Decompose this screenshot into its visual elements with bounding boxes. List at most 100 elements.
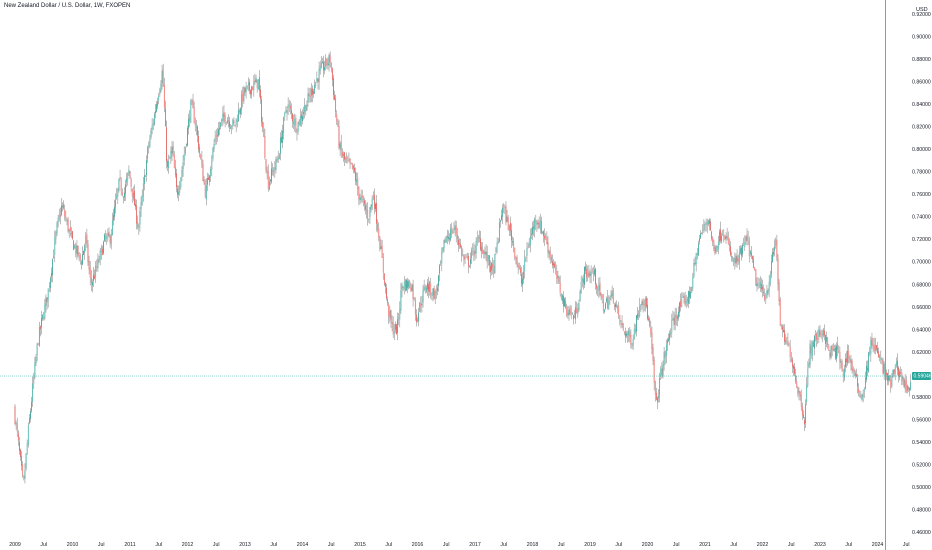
candle-body [874, 345, 876, 351]
candle-body [853, 370, 855, 372]
candle-body [80, 261, 82, 265]
candle-body [887, 373, 888, 381]
candle-body [450, 228, 452, 241]
candle-body [325, 57, 327, 67]
candle-body [696, 253, 698, 256]
candle-body [99, 250, 101, 260]
candle-body [480, 238, 481, 250]
candle-body [537, 221, 539, 225]
candle-body [770, 261, 772, 275]
x-tick-label: 2009 [9, 542, 21, 548]
candle-body [583, 278, 584, 283]
candle-body [364, 200, 365, 205]
candle-body [74, 245, 76, 249]
candle-body [304, 105, 306, 113]
candle-body [293, 121, 295, 124]
candle-body [738, 251, 740, 264]
x-tick-label: Jul [155, 542, 162, 548]
candle-body [810, 345, 812, 354]
candle-body [868, 352, 870, 373]
candle-body [661, 368, 663, 376]
candle-body [848, 350, 850, 359]
candle-body [557, 275, 559, 279]
candle-body [835, 347, 836, 359]
x-tick-label: Jul [443, 542, 450, 548]
candle-body [127, 172, 129, 180]
candle-body [403, 281, 405, 289]
candle-body [616, 304, 617, 306]
candle-body [313, 91, 314, 94]
candle-body [52, 259, 53, 276]
candle-body [40, 326, 41, 330]
candle-layer [14, 51, 912, 484]
candle-body [79, 254, 81, 260]
candle-body [393, 331, 395, 334]
candle-body [438, 275, 439, 287]
candle-body [487, 255, 489, 261]
candle-body [43, 316, 45, 319]
candle-body [786, 337, 788, 339]
candle-body [498, 222, 500, 242]
candle-body [406, 279, 407, 291]
candle-body [263, 128, 265, 137]
candle-body [794, 366, 795, 374]
candle-body [422, 290, 424, 303]
candle-body [432, 288, 434, 296]
candle-body [542, 231, 543, 233]
candle-body [567, 312, 569, 316]
candle-body [698, 243, 699, 256]
x-tick-label: 2021 [699, 542, 711, 548]
candle-body [410, 287, 412, 291]
candle-body [780, 324, 782, 326]
candle-body [873, 344, 875, 351]
candle-body [110, 233, 112, 245]
candle-body [48, 286, 50, 287]
candle-body [513, 241, 515, 247]
candle-body [554, 263, 555, 268]
candle-body [472, 248, 474, 249]
candle-body [100, 247, 102, 253]
candle-body [900, 371, 902, 374]
x-tick-label: Jul [730, 542, 737, 548]
candle-body [634, 329, 636, 332]
candle-body [872, 344, 874, 346]
candle-body [601, 294, 603, 299]
candle-body [693, 262, 695, 277]
candle-body [25, 453, 27, 469]
candle-body [726, 235, 728, 239]
candle-body [548, 251, 550, 255]
candle-body [420, 303, 422, 307]
candle-body [515, 258, 517, 259]
candle-body [176, 173, 177, 188]
candle-body [734, 258, 736, 263]
candle-body [433, 287, 435, 300]
candle-body [627, 334, 628, 336]
candle-body [728, 244, 730, 247]
y-tick-label: 0.68000 [912, 282, 931, 288]
candle-body [689, 291, 690, 298]
candle-body [471, 250, 473, 259]
candle-body [358, 186, 360, 199]
candle-body [228, 120, 229, 122]
candle-body [842, 373, 844, 376]
candle-body [132, 192, 134, 199]
candle-body [244, 87, 246, 93]
candle-body [339, 143, 341, 149]
candle-body [78, 253, 80, 255]
candle-body [57, 217, 59, 223]
candle-body [897, 360, 898, 370]
candle-body [236, 120, 238, 122]
candle-body [174, 167, 176, 176]
candle-body [766, 290, 768, 298]
x-tick-label: 2018 [527, 542, 539, 548]
candle-body [383, 273, 385, 285]
candle-body [197, 126, 198, 136]
candle-body [411, 285, 413, 291]
candle-body [255, 77, 257, 83]
candle-body [435, 291, 437, 293]
candle-body [441, 252, 443, 264]
candle-body [402, 286, 404, 289]
candle-body [372, 196, 374, 199]
candle-body [440, 262, 442, 264]
